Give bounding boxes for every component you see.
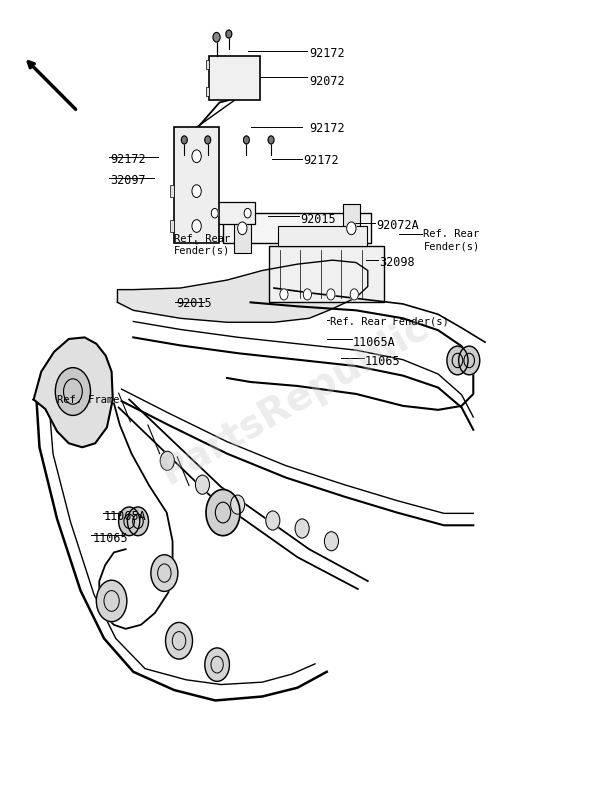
Bar [223, 213, 370, 244]
Bar [278, 226, 366, 246]
Text: 11065A: 11065A [104, 510, 147, 523]
Circle shape [303, 288, 312, 300]
Text: 92172: 92172 [309, 46, 345, 60]
Circle shape [280, 288, 288, 300]
Circle shape [166, 622, 193, 659]
Text: 92072A: 92072A [376, 220, 419, 233]
Bar [208, 202, 254, 225]
Circle shape [459, 346, 480, 375]
Text: Ref. Rear Fender(s): Ref. Rear Fender(s) [330, 316, 448, 327]
Circle shape [350, 288, 358, 300]
Text: 92015: 92015 [176, 297, 211, 311]
Text: 92172: 92172 [110, 153, 145, 165]
Text: PartsRepublic: PartsRepublic [154, 307, 435, 492]
Text: Ref. Frame: Ref. Frame [57, 395, 120, 404]
Circle shape [327, 288, 335, 300]
Circle shape [266, 511, 280, 530]
Text: 11065A: 11065A [353, 336, 396, 348]
Circle shape [205, 136, 211, 144]
Circle shape [231, 495, 244, 514]
Text: 92015: 92015 [300, 213, 336, 226]
Text: Ref. Rear
Fender(s): Ref. Rear Fender(s) [174, 234, 230, 256]
Circle shape [347, 222, 356, 235]
Circle shape [205, 648, 230, 682]
Bar [170, 185, 174, 197]
Circle shape [325, 531, 339, 551]
Circle shape [206, 490, 240, 535]
Circle shape [192, 150, 201, 163]
Circle shape [211, 209, 219, 218]
Circle shape [151, 555, 178, 591]
Circle shape [192, 220, 201, 233]
Text: 92172: 92172 [303, 154, 339, 167]
Polygon shape [117, 260, 368, 322]
Circle shape [160, 451, 174, 471]
Text: 92172: 92172 [309, 122, 345, 135]
Bar [174, 127, 219, 244]
Text: 11065: 11065 [92, 532, 128, 546]
Text: 32097: 32097 [110, 174, 145, 187]
Circle shape [55, 368, 91, 415]
Circle shape [118, 507, 140, 535]
Circle shape [244, 209, 251, 218]
Bar [206, 86, 210, 96]
Circle shape [192, 185, 201, 197]
Text: 92072: 92072 [309, 74, 345, 88]
Circle shape [226, 30, 232, 38]
Text: Ref. Rear
Fender(s): Ref. Rear Fender(s) [423, 229, 479, 251]
Circle shape [196, 475, 210, 495]
Bar [210, 56, 260, 100]
Circle shape [243, 136, 249, 144]
Bar [170, 220, 174, 232]
Bar [206, 59, 210, 69]
Circle shape [127, 507, 148, 535]
Polygon shape [34, 337, 112, 447]
Circle shape [447, 346, 468, 375]
Circle shape [237, 222, 247, 235]
Circle shape [181, 136, 187, 144]
Circle shape [295, 519, 309, 538]
Circle shape [268, 136, 274, 144]
Text: 11065: 11065 [365, 355, 401, 368]
Circle shape [213, 33, 220, 42]
Bar [233, 204, 251, 253]
Bar [269, 246, 384, 302]
Bar [343, 204, 360, 253]
Text: 32098: 32098 [379, 256, 415, 269]
Circle shape [97, 580, 127, 622]
